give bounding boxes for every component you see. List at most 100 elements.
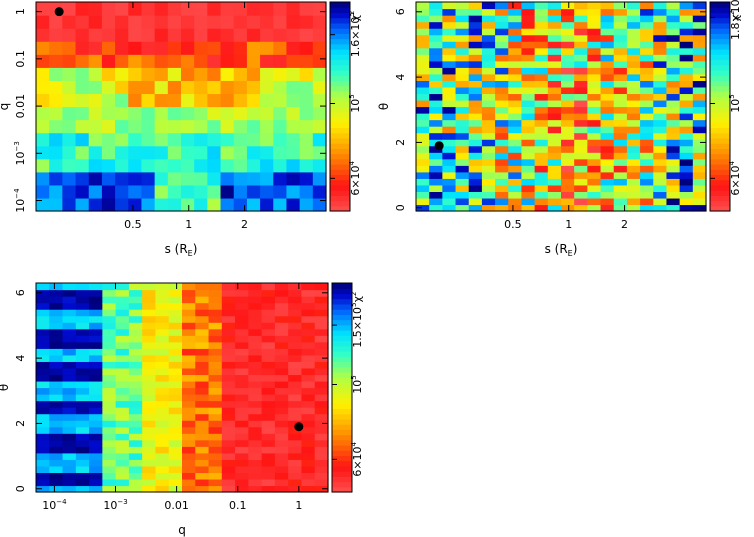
heatmap-cell — [274, 420, 289, 428]
heatmap-cell — [273, 54, 288, 68]
heatmap-cell — [692, 93, 707, 101]
heatmap-cell — [260, 41, 274, 55]
heatmap-cell — [534, 119, 549, 127]
heatmap-cell — [547, 2, 562, 10]
colorbar-segment — [332, 476, 352, 483]
heatmap-cell — [640, 15, 654, 23]
heatmap-cell — [182, 452, 196, 460]
heatmap-cell — [312, 145, 327, 160]
heatmap-cell — [587, 126, 602, 134]
heatmap-cell — [261, 296, 276, 304]
heatmap-cell — [128, 41, 143, 55]
heatmap-cell — [666, 60, 681, 68]
heatmap-cell — [248, 380, 263, 389]
heatmap-cell — [49, 465, 64, 474]
heatmap-cell — [442, 152, 457, 160]
heatmap-cell — [429, 47, 443, 55]
heatmap-cell — [640, 197, 654, 206]
heatmap-cell — [248, 289, 263, 297]
heatmap-cell — [547, 93, 562, 101]
heatmap-cell — [301, 446, 316, 454]
heatmap-cell — [312, 2, 327, 16]
heatmap-cell — [301, 380, 316, 389]
heatmap-cell — [182, 361, 196, 369]
heatmap-cell — [561, 86, 575, 95]
heatmap-cell — [49, 478, 64, 487]
heatmap-cell — [626, 80, 641, 88]
heatmap-cell — [481, 60, 496, 68]
heatmap-cell — [416, 119, 430, 127]
heatmap-cell — [521, 119, 536, 127]
heatmap-cell — [248, 328, 263, 336]
heatmap-cell — [640, 93, 654, 101]
heatmap-cell — [574, 34, 588, 42]
heatmap-cell — [75, 184, 90, 199]
heatmap-cell — [141, 2, 156, 16]
heatmap-cell — [416, 28, 430, 36]
heatmap-cell — [429, 80, 443, 88]
heatmap-cell — [168, 394, 183, 402]
heatmap-cell — [128, 80, 143, 95]
heatmap-cell — [574, 86, 588, 95]
heatmap-cell — [288, 478, 303, 487]
heatmap-cell — [128, 446, 143, 454]
heatmap-cell — [101, 80, 116, 95]
colorbar-segment — [710, 17, 730, 24]
heatmap-cell — [248, 478, 263, 487]
heatmap-cell — [692, 113, 707, 121]
heatmap-cell — [233, 15, 248, 29]
colorbar-segment — [710, 59, 730, 66]
svg-text:2: 2 — [394, 139, 407, 146]
heatmap-cell — [235, 459, 249, 467]
heatmap-cell — [481, 93, 496, 101]
heatmap-cell — [182, 478, 196, 487]
heatmap-cell — [314, 446, 329, 454]
colorbar-segment — [710, 158, 730, 165]
heatmap-cell — [36, 348, 50, 356]
heatmap-cell — [62, 400, 77, 408]
heatmap-cell — [88, 2, 103, 16]
svg-text:6×104: 6×104 — [728, 160, 742, 195]
heatmap-cell — [88, 80, 103, 95]
y-tick-label: 10−3 — [13, 141, 27, 165]
heatmap-cell — [208, 367, 223, 376]
heatmap-cell — [521, 197, 536, 206]
heatmap-cell — [274, 322, 289, 330]
heatmap-cell — [468, 119, 483, 127]
x-tick-label: 0.5 — [504, 218, 522, 231]
heatmap-cell — [314, 296, 329, 304]
heatmap-cell — [547, 152, 562, 160]
heatmap-cell — [128, 289, 143, 297]
heatmap-cell — [274, 459, 289, 467]
heatmap-cell — [261, 413, 276, 421]
heatmap-cell — [141, 197, 156, 212]
heatmap-cell — [195, 439, 210, 447]
heatmap-cell — [587, 152, 602, 160]
heatmap-cell — [155, 387, 170, 395]
heatmap-cell — [168, 380, 183, 389]
heatmap-cell — [442, 119, 457, 127]
x-axis-label: q — [178, 523, 186, 537]
heatmap-cell — [666, 113, 681, 121]
heatmap-cell — [246, 171, 261, 186]
heatmap-cell — [36, 367, 50, 376]
colorbar-segment — [710, 90, 730, 97]
colorbar-segment — [330, 179, 350, 186]
heatmap-cell — [115, 184, 129, 199]
heatmap-cell — [600, 54, 615, 62]
heatmap-cell — [155, 322, 170, 330]
heatmap-cell — [508, 8, 523, 16]
heatmap-cell — [508, 2, 523, 10]
colorbar-segment — [332, 408, 352, 415]
heatmap-cell — [142, 407, 157, 415]
heatmap-cell — [301, 289, 316, 297]
heatmap-cell — [547, 119, 562, 127]
heatmap-cell — [547, 54, 562, 62]
heatmap-cell — [442, 113, 457, 121]
heatmap-cell — [220, 28, 235, 42]
heatmap-cell — [547, 28, 562, 36]
heatmap-cell — [89, 407, 103, 415]
heatmap-cell — [561, 119, 575, 127]
heatmap-cell — [246, 80, 261, 95]
